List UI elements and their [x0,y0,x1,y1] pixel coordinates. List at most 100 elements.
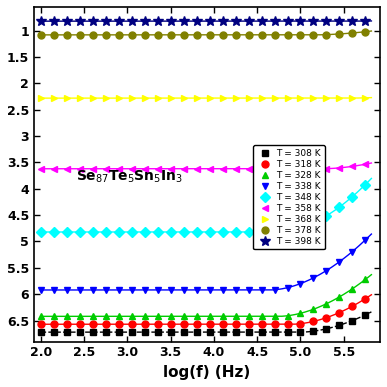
T = 368 K [130,96,134,101]
T = 378 K [39,33,43,37]
T = 338 K [337,259,342,264]
T = 328 K [285,313,290,318]
T = 338 K [168,288,173,292]
T = 368 K [51,96,56,101]
T = 358 K [65,166,69,171]
T = 378 K [337,32,342,36]
T = 378 K [350,31,355,35]
T = 398 K [259,19,264,24]
T = 308 K [142,330,147,334]
T = 348 K [207,230,212,235]
T = 358 K [168,166,173,171]
T = 318 K [233,322,238,327]
T = 318 K [311,319,316,324]
T = 318 K [285,322,290,327]
T = 318 K [298,321,303,326]
T = 318 K [207,322,212,327]
T = 348 K [116,230,121,235]
T = 368 K [39,96,43,101]
T = 368 K [272,96,277,101]
T = 368 K [324,96,329,101]
T = 308 K [39,330,43,334]
T = 318 K [194,322,199,327]
T = 398 K [220,19,225,24]
T = 368 K [207,96,212,101]
T = 318 K [363,296,368,301]
T = 368 K [91,96,95,101]
T = 338 K [324,268,329,273]
T = 348 K [337,205,342,209]
T = 358 K [207,166,212,171]
T = 368 K [194,96,199,101]
T = 318 K [350,304,355,308]
T = 378 K [156,33,160,37]
T = 328 K [194,314,199,319]
T = 338 K [220,288,225,292]
T = 318 K [246,322,251,327]
T = 308 K [363,313,368,317]
T = 348 K [51,230,56,235]
T = 378 K [233,33,238,37]
T = 348 K [77,230,82,235]
T = 398 K [168,19,173,24]
T = 338 K [39,288,43,292]
Line: T = 348 K: T = 348 K [38,181,369,235]
T = 358 K [246,166,251,171]
T = 308 K [285,330,290,334]
T = 328 K [311,307,316,312]
T = 338 K [51,288,56,292]
T = 338 K [272,288,277,292]
T = 318 K [156,322,160,327]
T = 358 K [130,166,134,171]
T = 378 K [65,33,69,37]
Line: T = 398 K: T = 398 K [36,16,370,26]
T = 368 K [298,96,303,101]
T = 378 K [220,33,225,37]
T = 328 K [156,314,160,319]
T = 338 K [142,288,147,292]
T = 368 K [246,96,251,101]
T = 328 K [65,314,69,319]
T = 358 K [39,166,43,171]
T = 358 K [104,166,108,171]
T = 338 K [350,249,355,254]
T = 368 K [168,96,173,101]
T = 358 K [77,166,82,171]
T = 328 K [337,295,342,299]
T = 368 K [285,96,290,101]
T = 378 K [285,33,290,37]
T = 308 K [324,327,329,331]
T = 378 K [51,33,56,37]
T = 308 K [272,330,277,334]
T = 308 K [220,330,225,334]
T = 398 K [65,19,69,24]
T = 328 K [363,277,368,282]
T = 348 K [65,230,69,235]
T = 378 K [207,33,212,37]
T = 378 K [311,33,316,37]
T = 348 K [285,229,290,234]
T = 398 K [246,19,251,24]
T = 398 K [77,19,82,24]
T = 378 K [194,33,199,37]
T = 328 K [182,314,186,319]
X-axis label: log(f) (Hz): log(f) (Hz) [163,365,251,380]
T = 328 K [51,314,56,319]
T = 378 K [298,33,303,37]
T = 318 K [142,322,147,327]
T = 328 K [77,314,82,319]
T = 378 K [182,33,186,37]
T = 348 K [168,230,173,235]
Legend: T = 308 K, T = 318 K, T = 328 K, T = 338 K, T = 348 K, T = 358 K, T = 368 K, T =: T = 308 K, T = 318 K, T = 328 K, T = 338… [253,146,325,250]
T = 358 K [220,166,225,171]
T = 338 K [91,288,95,292]
T = 358 K [337,166,342,170]
T = 398 K [51,19,56,24]
T = 398 K [350,19,355,24]
T = 308 K [259,330,264,334]
T = 338 K [285,285,290,290]
T = 368 K [77,96,82,101]
T = 378 K [77,33,82,37]
T = 358 K [363,162,368,166]
T = 328 K [39,314,43,319]
